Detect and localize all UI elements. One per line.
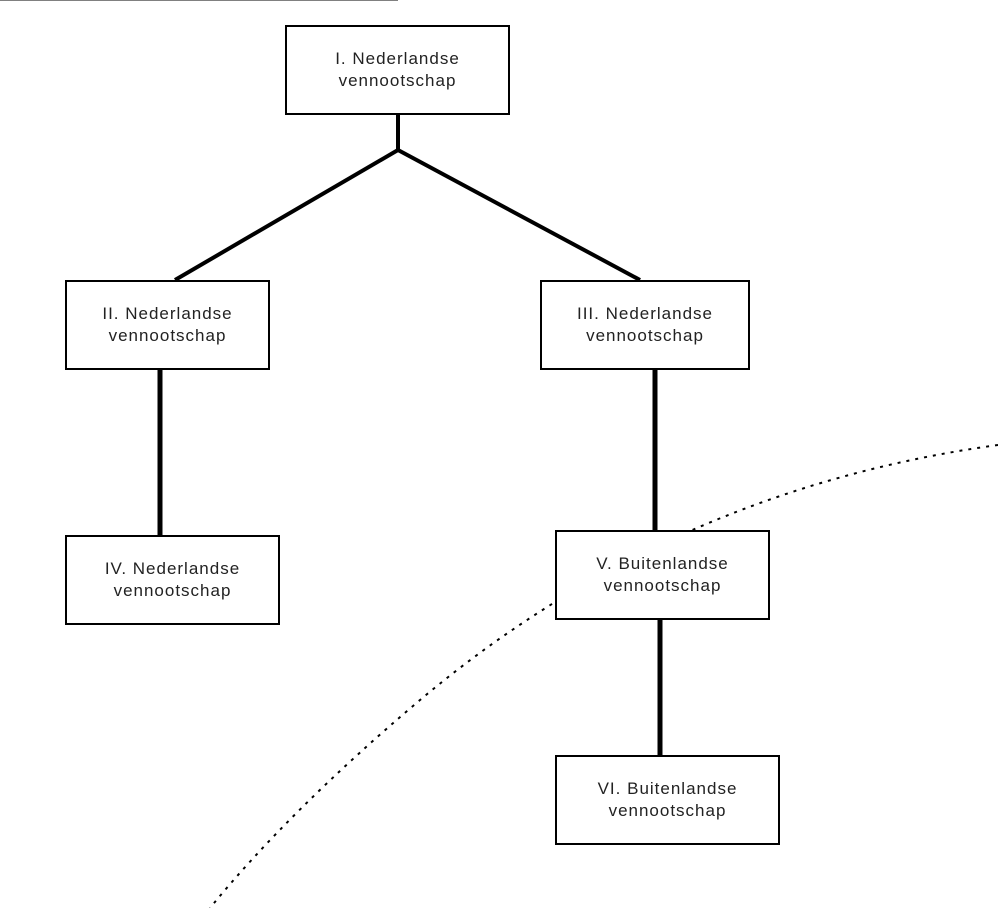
- node-label-line1: I. Nederlandse: [335, 48, 460, 70]
- node-n2: II. Nederlandsevennootschap: [65, 280, 270, 370]
- node-n4: IV. Nederlandsevennootschap: [65, 535, 280, 625]
- node-label-line1: III. Nederlandse: [577, 303, 713, 325]
- edge-n1-n2: [175, 150, 398, 280]
- node-n5: V. Buitenlandsevennootschap: [555, 530, 770, 620]
- diagram-canvas: I. NederlandsevennootschapII. Nederlands…: [0, 0, 998, 908]
- edges-layer: [0, 0, 998, 908]
- node-label-line2: vennootschap: [586, 325, 704, 347]
- node-label-line2: vennootschap: [339, 70, 457, 92]
- node-label-line1: VI. Buitenlandse: [598, 778, 738, 800]
- node-n3: III. Nederlandsevennootschap: [540, 280, 750, 370]
- node-label-line2: vennootschap: [114, 580, 232, 602]
- node-label-line2: vennootschap: [604, 575, 722, 597]
- node-label-line1: V. Buitenlandse: [596, 553, 729, 575]
- edges-svg: [0, 0, 998, 908]
- node-n6: VI. Buitenlandsevennootschap: [555, 755, 780, 845]
- node-label-line1: II. Nederlandse: [102, 303, 232, 325]
- node-label-line1: IV. Nederlandse: [105, 558, 240, 580]
- node-label-line2: vennootschap: [609, 800, 727, 822]
- edge-n1-n3: [398, 150, 640, 280]
- node-n1: I. Nederlandsevennootschap: [285, 25, 510, 115]
- node-label-line2: vennootschap: [109, 325, 227, 347]
